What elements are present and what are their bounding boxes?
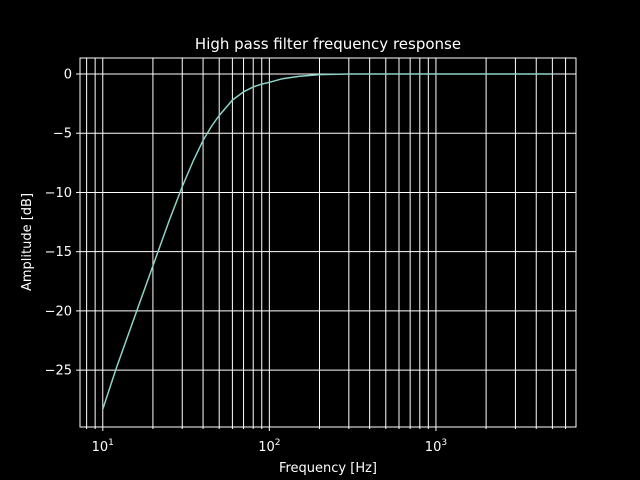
- x-axis-ticks: 101 102 103: [86, 427, 567, 455]
- y-axis-ticks: 0 −5 −10 −15 −20 −25: [45, 67, 80, 379]
- axes-frame: [79, 57, 577, 428]
- response-curve: [102, 73, 553, 410]
- x-tick-label: 102: [258, 438, 280, 455]
- y-tick-label: −5: [53, 127, 72, 142]
- y-tick-label: −10: [45, 186, 72, 201]
- y-tick-label: −15: [45, 245, 72, 260]
- x-tick-label: 103: [425, 438, 447, 455]
- y-tick-label: −20: [45, 304, 72, 319]
- chart-title: High pass filter frequency response: [195, 35, 461, 53]
- grid-lines: [80, 58, 576, 427]
- y-axis-label: Amplitude [dB]: [20, 193, 35, 291]
- x-axis-label: Frequency [Hz]: [279, 461, 377, 476]
- y-tick-label: 0: [64, 67, 72, 82]
- y-tick-label: −25: [45, 364, 72, 379]
- x-tick-label: 101: [92, 438, 114, 455]
